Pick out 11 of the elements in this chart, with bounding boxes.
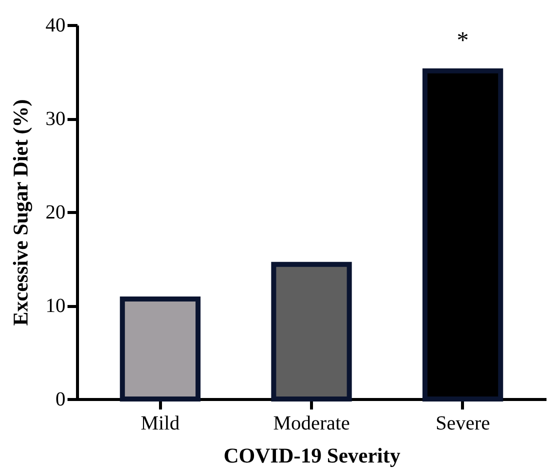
y-tick-label: 20	[46, 202, 66, 224]
y-tick-label: 10	[46, 295, 66, 317]
annotation: *	[456, 28, 469, 54]
y-axis-title: Excessive Sugar Diet (%)	[8, 99, 32, 326]
x-tick-label: Severe	[436, 412, 490, 434]
x-axis-title: COVID-19 Severity	[224, 444, 401, 468]
x-tick-label: Mild	[140, 412, 180, 434]
x-tick-label: Moderate	[273, 412, 350, 434]
y-tick-label: 40	[46, 14, 66, 36]
y-tick-label: 0	[56, 388, 66, 410]
y-tick-label: 30	[46, 108, 66, 130]
